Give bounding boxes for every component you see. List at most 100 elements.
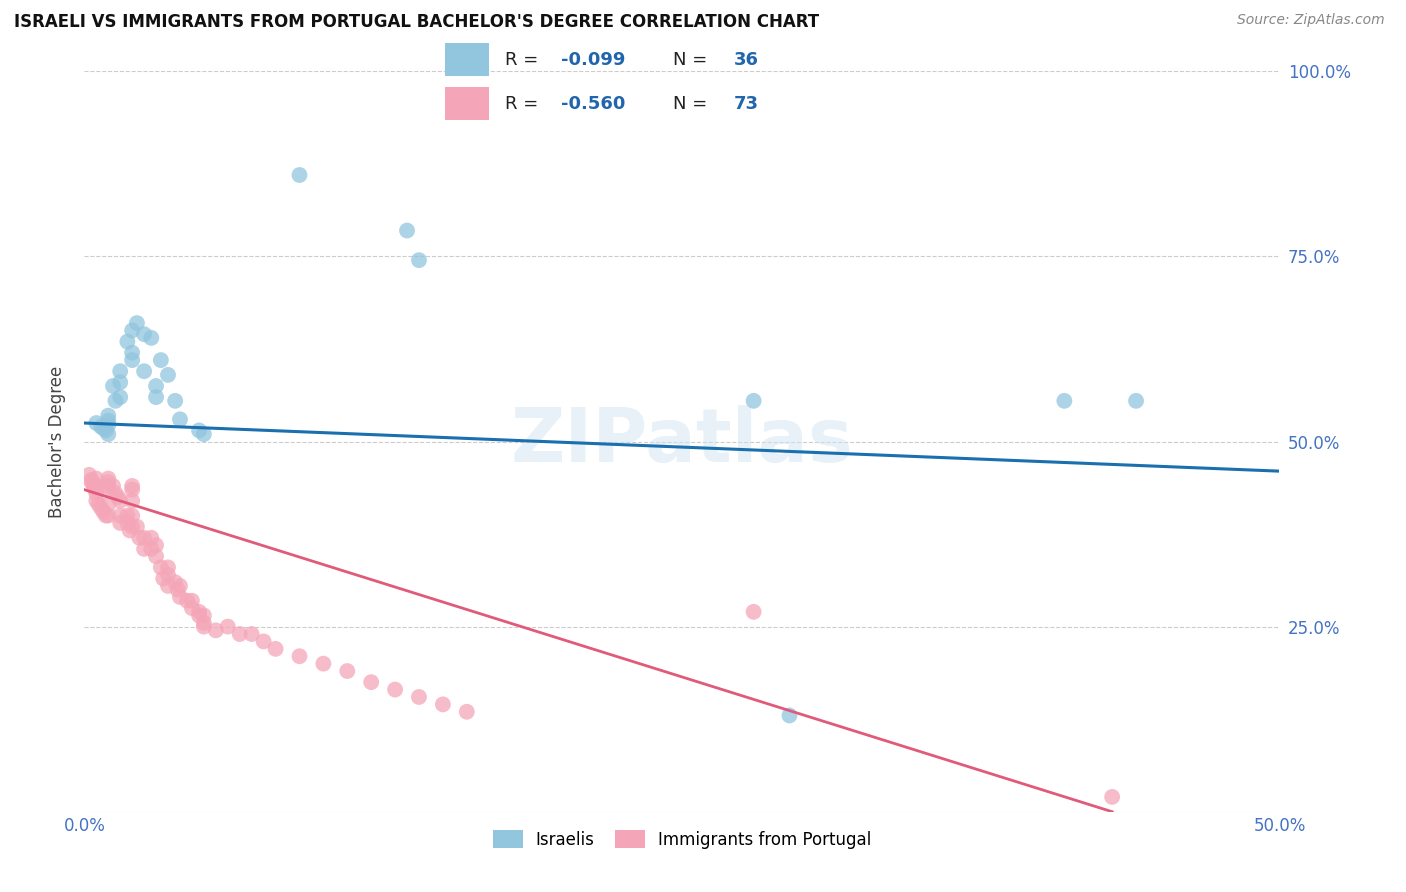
Point <box>93 505 115 519</box>
Point <box>110 493 132 508</box>
Point <box>110 508 132 523</box>
Point <box>110 390 132 404</box>
Point <box>121 508 143 523</box>
Text: R =: R = <box>505 51 544 69</box>
Point <box>121 324 143 338</box>
Point <box>157 368 180 382</box>
Point <box>384 682 406 697</box>
Point <box>141 531 163 545</box>
Point <box>193 619 215 633</box>
Point <box>132 541 156 556</box>
Point <box>86 471 108 485</box>
Point <box>90 501 112 516</box>
Point <box>121 493 143 508</box>
Point <box>336 664 359 678</box>
Point <box>97 427 120 442</box>
Point <box>149 560 172 574</box>
Point <box>80 475 103 490</box>
Point <box>97 414 120 428</box>
Point <box>157 567 180 582</box>
Point <box>117 508 139 523</box>
Point <box>132 364 156 378</box>
Point <box>188 608 211 623</box>
Point <box>83 480 105 494</box>
Point <box>408 690 430 704</box>
Point <box>181 601 204 615</box>
Point <box>141 541 163 556</box>
Point <box>253 634 276 648</box>
Point <box>121 479 143 493</box>
Point <box>149 353 172 368</box>
Point <box>166 582 188 597</box>
Point <box>97 508 120 523</box>
Point <box>97 475 120 490</box>
Point <box>145 538 167 552</box>
Point <box>1053 393 1076 408</box>
Point <box>157 560 180 574</box>
Point <box>97 418 120 433</box>
Point <box>188 605 211 619</box>
Text: N =: N = <box>673 95 713 112</box>
Point <box>165 393 187 408</box>
Point <box>121 483 143 497</box>
Point <box>408 253 430 268</box>
Point <box>188 424 211 438</box>
Point <box>117 516 139 530</box>
Point <box>128 531 150 545</box>
Point <box>779 708 801 723</box>
Point <box>288 168 311 182</box>
Point <box>90 419 112 434</box>
Point <box>94 508 117 523</box>
Point <box>193 608 215 623</box>
Point <box>118 524 141 538</box>
Point <box>93 421 115 435</box>
Point <box>86 416 108 430</box>
Point <box>86 493 108 508</box>
Point <box>145 549 167 564</box>
Point <box>83 477 105 491</box>
Point <box>97 409 120 423</box>
Point <box>121 519 143 533</box>
Text: -0.560: -0.560 <box>561 95 626 112</box>
Point <box>145 390 167 404</box>
Text: 73: 73 <box>734 95 758 112</box>
Point <box>132 531 156 545</box>
Point <box>97 471 120 485</box>
Point <box>86 486 108 500</box>
Point <box>742 393 765 408</box>
Point <box>121 345 143 359</box>
Text: -0.099: -0.099 <box>561 51 626 69</box>
Point <box>169 579 191 593</box>
Point <box>1125 393 1147 408</box>
Text: 36: 36 <box>734 51 758 69</box>
Point <box>141 331 163 345</box>
Point <box>97 498 120 512</box>
Point <box>125 316 148 330</box>
Point <box>229 627 252 641</box>
Point <box>396 223 419 237</box>
Text: N =: N = <box>673 51 713 69</box>
Point <box>456 705 478 719</box>
Point <box>742 605 765 619</box>
Point <box>132 327 156 342</box>
Point <box>264 641 287 656</box>
Y-axis label: Bachelor's Degree: Bachelor's Degree <box>48 366 66 517</box>
FancyBboxPatch shape <box>444 87 489 120</box>
Point <box>97 479 120 493</box>
Point <box>165 575 187 590</box>
Point <box>107 490 129 504</box>
Text: ISRAELI VS IMMIGRANTS FROM PORTUGAL BACHELOR'S DEGREE CORRELATION CHART: ISRAELI VS IMMIGRANTS FROM PORTUGAL BACH… <box>14 13 820 31</box>
Text: Source: ZipAtlas.com: Source: ZipAtlas.com <box>1237 13 1385 28</box>
Point <box>104 393 127 408</box>
Point <box>240 627 263 641</box>
Point <box>86 479 108 493</box>
Point <box>193 427 215 442</box>
Point <box>110 516 132 530</box>
Point <box>80 473 103 487</box>
FancyBboxPatch shape <box>444 43 489 76</box>
Point <box>145 379 167 393</box>
Point <box>1101 789 1123 804</box>
Point <box>217 619 239 633</box>
Point <box>288 649 311 664</box>
Point <box>205 624 228 638</box>
